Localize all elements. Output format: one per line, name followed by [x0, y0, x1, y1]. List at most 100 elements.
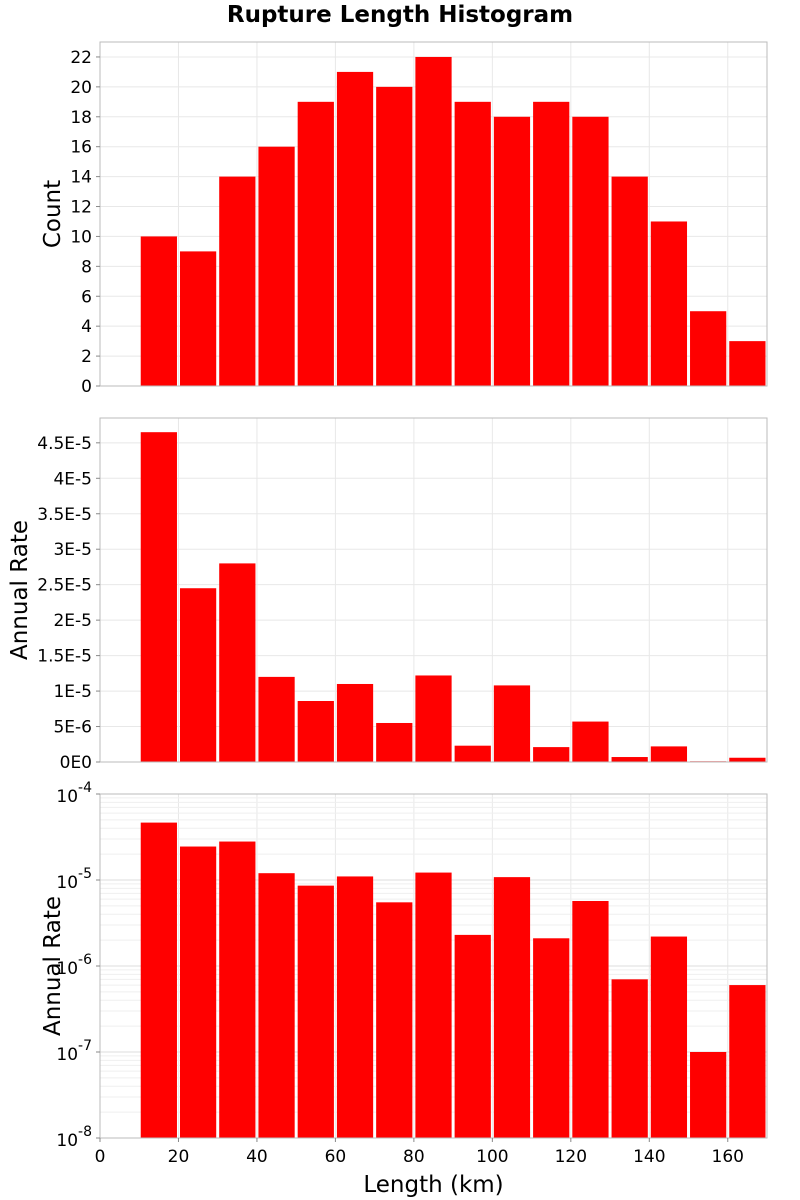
- y-tick-label: 2.5E-5: [37, 576, 92, 596]
- bar: [219, 841, 256, 1138]
- bar: [336, 71, 374, 387]
- y-tick-label: 1.5E-5: [37, 647, 92, 667]
- y-tick-label: 10-6: [56, 952, 92, 979]
- bar: [611, 979, 648, 1138]
- y-tick-label: 18: [70, 108, 92, 128]
- plot-frame: [99, 41, 768, 387]
- y-axis-label: Annual Rate: [40, 896, 66, 1036]
- bar: [258, 146, 295, 386]
- y-tick-label: 4: [81, 317, 92, 337]
- y-tick-label: 1E-5: [53, 682, 92, 702]
- chart-title: Rupture Length Histogram: [226, 2, 574, 28]
- x-tick-label: 40: [246, 1147, 268, 1167]
- bar: [493, 877, 531, 1138]
- x-tick-label: 20: [168, 1147, 190, 1167]
- bar: [729, 757, 766, 762]
- y-tick-label: 20: [70, 78, 92, 98]
- x-tick-label: 100: [476, 1147, 508, 1167]
- bar: [493, 116, 531, 387]
- y-tick-labels: 10-8 10-7 10-6 10-5 10-4: [56, 780, 92, 1151]
- bar: [336, 683, 374, 762]
- x-tick-labels: 0 20 40 60 80 100 120 140 160: [95, 1147, 744, 1167]
- bar: [533, 938, 570, 1138]
- bar: [140, 822, 177, 1138]
- bar: [179, 588, 217, 762]
- y-tick-label: 5E-6: [53, 718, 92, 738]
- bar: [297, 101, 334, 387]
- bar: [297, 885, 334, 1138]
- bar: [140, 236, 177, 386]
- bar: [690, 1052, 727, 1138]
- bar: [611, 757, 648, 762]
- bar: [376, 86, 413, 386]
- y-tick-label: 22: [70, 48, 92, 68]
- bar: [493, 685, 531, 762]
- x-tick-label: 160: [712, 1147, 744, 1167]
- bar: [572, 900, 609, 1138]
- bar: [572, 721, 609, 762]
- bar: [454, 934, 491, 1138]
- bar: [572, 116, 609, 387]
- y-tick-label: 10-5: [56, 866, 92, 893]
- x-tick-label: 80: [403, 1147, 425, 1167]
- x-axis-label: Length (km): [363, 1172, 503, 1198]
- panel-3: 10-8 10-7 10-6 10-5 10-4 Annual Rate 0 20 40 60 80…: [40, 780, 768, 1198]
- bar: [376, 722, 413, 762]
- bar: [415, 56, 452, 387]
- bar: [454, 101, 491, 387]
- y-tick-label: 10-7: [56, 1038, 92, 1065]
- bar: [533, 747, 570, 762]
- y-tick-label: 16: [70, 138, 92, 158]
- bar: [376, 902, 413, 1138]
- x-tick-label: 140: [633, 1147, 665, 1167]
- bar: [415, 675, 452, 762]
- y-tick-label: 0E0: [60, 753, 92, 773]
- bar: [258, 676, 295, 762]
- y-axis-label: Count: [40, 180, 66, 248]
- y-axis-label: Annual Rate: [7, 520, 33, 660]
- bar: [415, 872, 452, 1138]
- y-tick-label: 2E-5: [53, 611, 92, 631]
- bars: [140, 56, 766, 387]
- bar: [729, 341, 766, 386]
- y-tick-label: 0: [81, 377, 92, 397]
- panel-2: 0E0 5E-6 1E-5 1.5E-5 2E-5 2.5E-5 3E-5 3.5E-5 4E-…: [7, 417, 768, 773]
- bar: [454, 745, 491, 762]
- y-tick-label: 10-8: [56, 1124, 92, 1151]
- y-tick-label: 4E-5: [53, 469, 92, 489]
- bar: [179, 251, 217, 386]
- bars: [140, 432, 766, 762]
- x-tick-label: 120: [555, 1147, 587, 1167]
- y-tick-label: 2: [81, 347, 92, 367]
- y-tick-label: 10: [70, 227, 92, 247]
- plot-frame: [99, 417, 768, 763]
- bar: [258, 873, 295, 1138]
- y-tick-labels: 0 2 4 6 8 10 12 14 16 18 20 22: [70, 48, 92, 397]
- bar: [650, 746, 688, 762]
- y-tick-label: 3E-5: [53, 540, 92, 560]
- y-tick-label: 10-4: [56, 780, 92, 807]
- bar: [297, 701, 334, 762]
- y-tick-label: 3.5E-5: [37, 505, 92, 525]
- bar: [650, 221, 688, 386]
- bars: [140, 822, 766, 1138]
- bar: [650, 936, 688, 1138]
- bar: [611, 176, 648, 386]
- y-tick-label: 14: [70, 168, 92, 188]
- y-tick-label: 8: [81, 257, 92, 277]
- y-tick-label: 6: [81, 287, 92, 307]
- bar: [140, 432, 177, 762]
- bar: [179, 846, 217, 1138]
- x-tick-label: 0: [95, 1147, 106, 1167]
- y-tick-labels: 0E0 5E-6 1E-5 1.5E-5 2E-5 2.5E-5 3E-5 3.5E-5 4E-…: [37, 434, 92, 773]
- bar: [729, 985, 766, 1138]
- bar: [219, 176, 256, 386]
- panel-1: 0 2 4 6 8 10 12 14 16 18 20 22 Count: [40, 41, 768, 397]
- bar: [690, 311, 727, 386]
- bar: [533, 101, 570, 387]
- y-tick-label: 4.5E-5: [37, 434, 92, 454]
- bar: [336, 876, 374, 1138]
- x-tick-label: 60: [325, 1147, 347, 1167]
- y-tick-label: 12: [70, 198, 92, 218]
